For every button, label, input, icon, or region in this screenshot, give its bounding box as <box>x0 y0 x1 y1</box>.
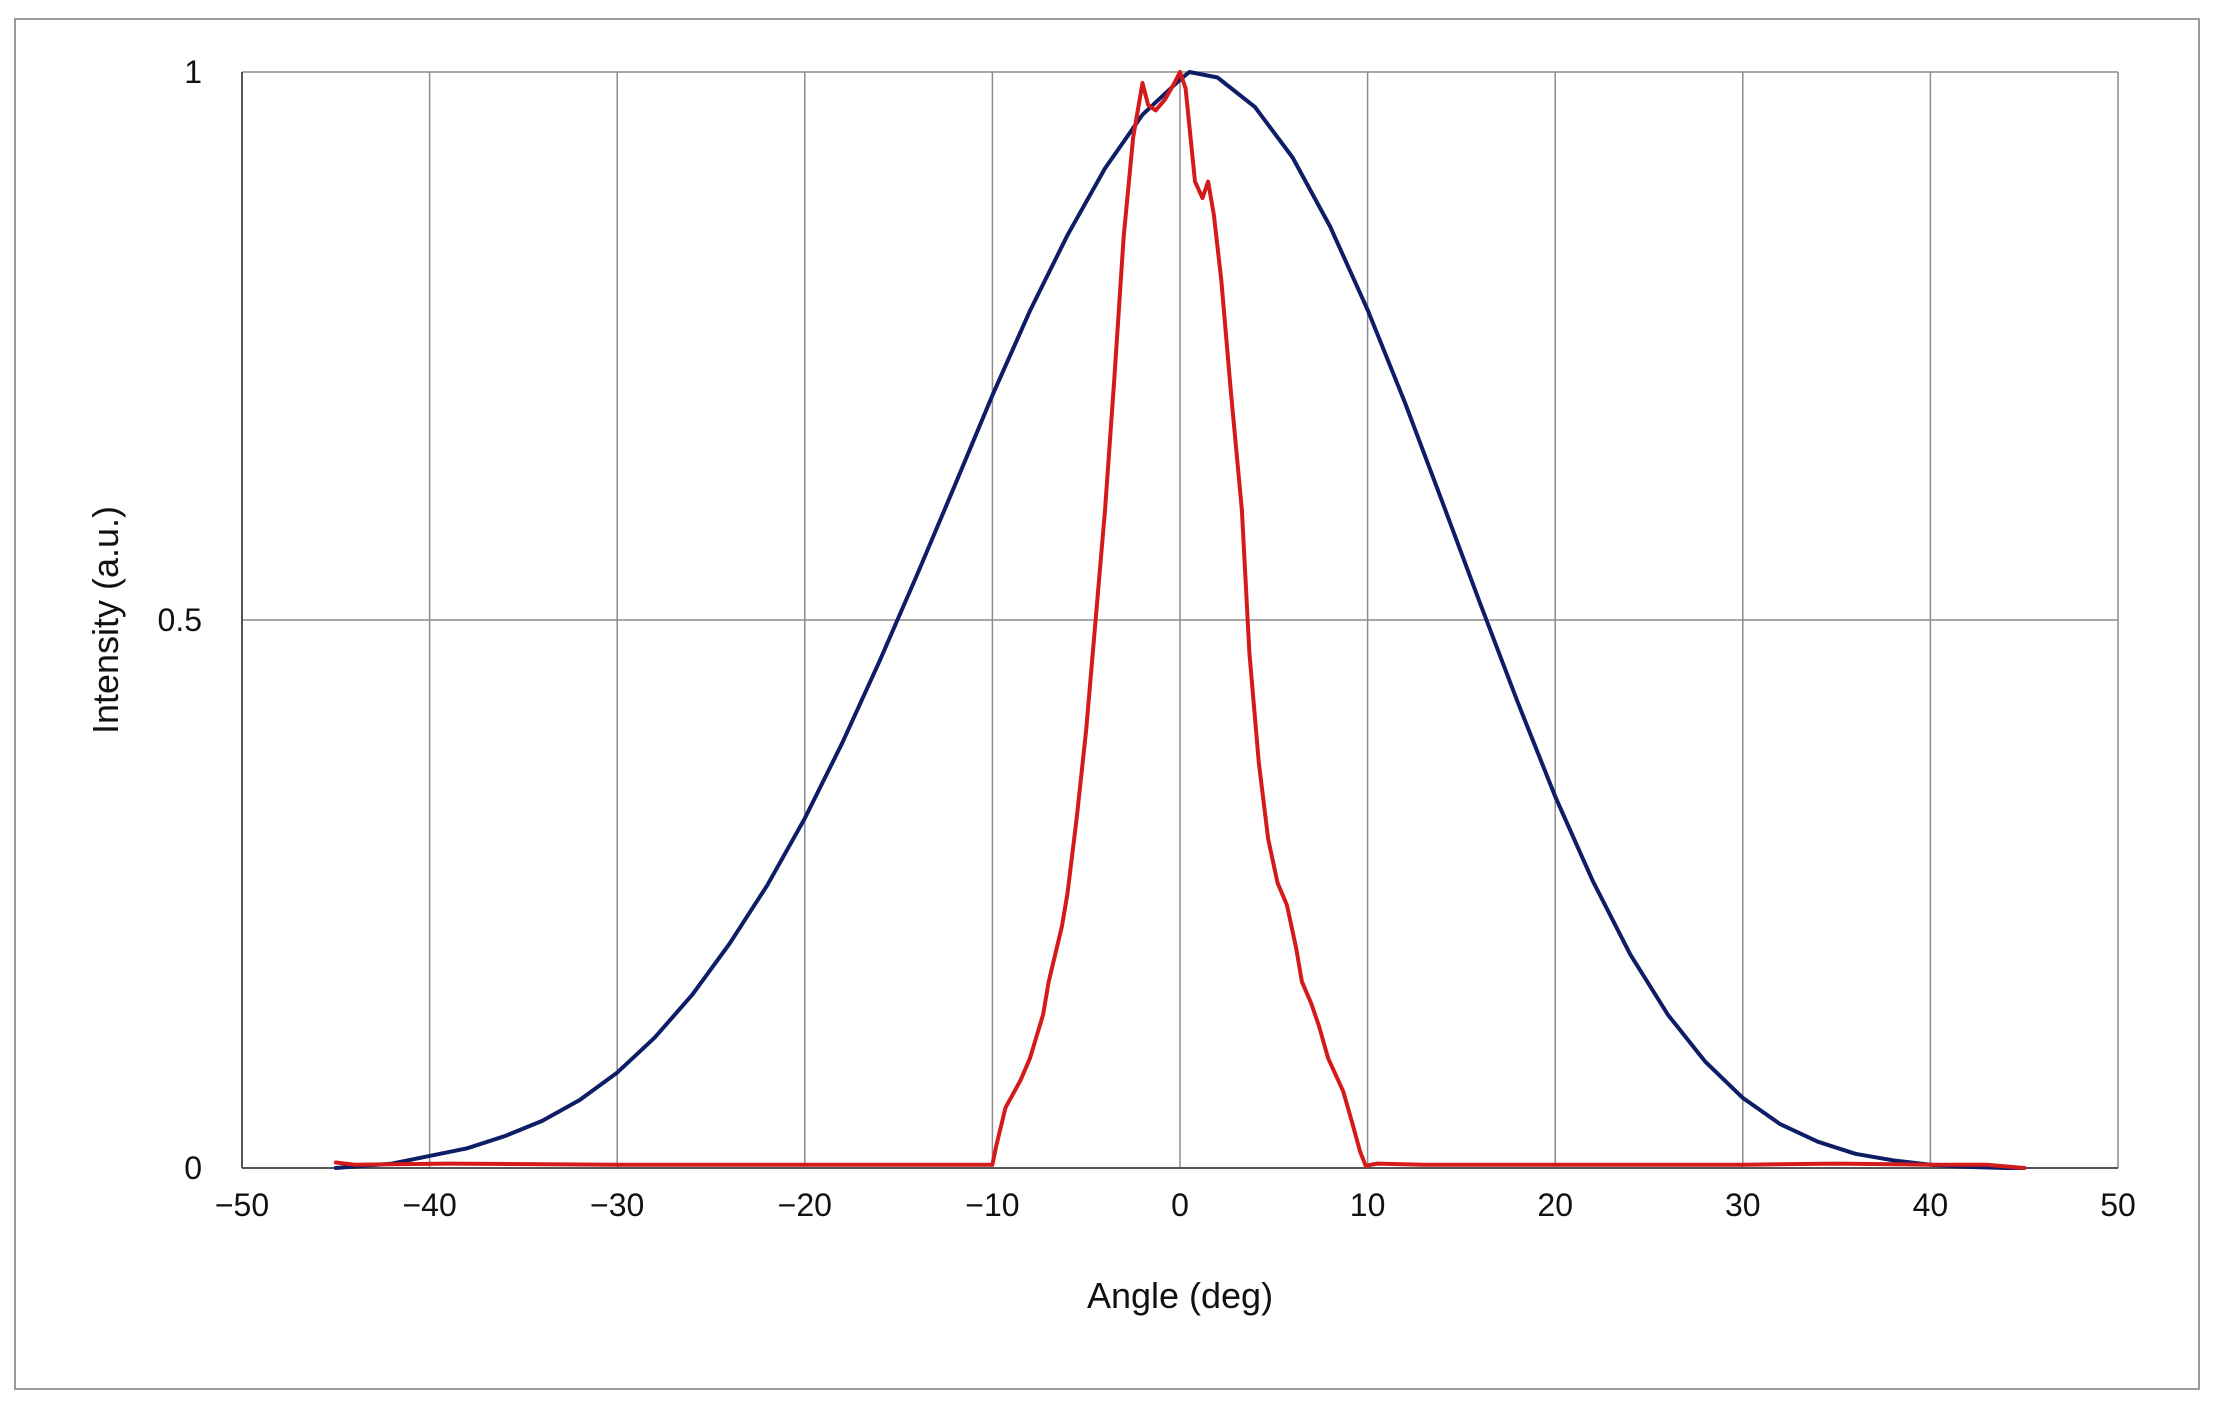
series-line-1 <box>333 70 2027 1170</box>
x-tick-label: −50 <box>215 1187 269 1223</box>
y-tick-label: 0.5 <box>158 602 202 638</box>
y-tick-label: 1 <box>184 54 202 90</box>
y-tick-label: 0 <box>184 1150 202 1186</box>
x-tick-label: −40 <box>402 1187 456 1223</box>
x-tick-label: 20 <box>1537 1187 1573 1223</box>
x-tick-label: 50 <box>2100 1187 2136 1223</box>
x-tick-label: 0 <box>1171 1187 1189 1223</box>
x-tick-label: −10 <box>965 1187 1019 1223</box>
grid <box>241 71 2119 1169</box>
x-axis-title: Angle (deg) <box>1087 1275 1273 1316</box>
series-line-2 <box>333 70 2027 1170</box>
x-tick-label: 40 <box>1913 1187 1949 1223</box>
y-tick-labels: 00.51 <box>158 54 202 1186</box>
x-tick-label: 30 <box>1725 1187 1761 1223</box>
x-tick-label: 10 <box>1350 1187 1386 1223</box>
x-tick-label: −30 <box>590 1187 644 1223</box>
series-lines <box>333 70 2027 1170</box>
axes <box>241 72 2118 1169</box>
chart-frame <box>14 18 2200 1390</box>
x-tick-labels: −50 −40 −30 −20 −10 0 10 20 30 40 50 <box>215 1187 2136 1223</box>
y-axis-title: Intensity (a.u.) <box>85 506 126 734</box>
x-tick-label: −20 <box>778 1187 832 1223</box>
